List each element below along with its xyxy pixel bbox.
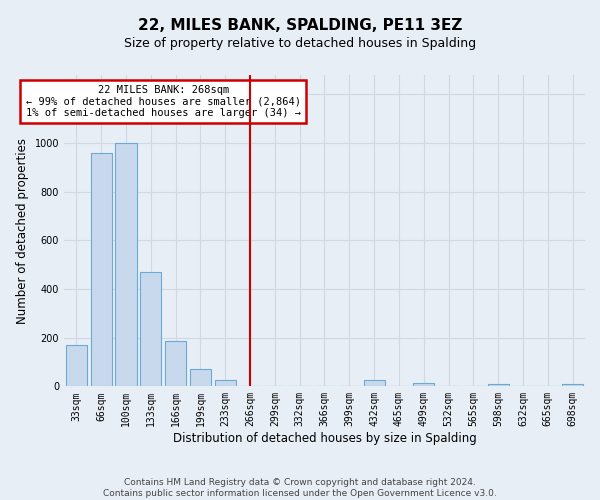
Bar (413, 382, 434, 386)
Text: 22, MILES BANK, SPALDING, PE11 3EZ: 22, MILES BANK, SPALDING, PE11 3EZ (138, 18, 462, 32)
Bar (91, 153, 112, 386)
Bar (115, 143, 137, 386)
Text: 22 MILES BANK: 268sqm
← 99% of detached houses are smaller (2,864)
1% of semi-de: 22 MILES BANK: 268sqm ← 99% of detached … (26, 84, 301, 118)
Text: Contains HM Land Registry data © Crown copyright and database right 2024.
Contai: Contains HM Land Registry data © Crown c… (103, 478, 497, 498)
Bar (190, 370, 211, 386)
Bar (562, 384, 583, 386)
Text: Size of property relative to detached houses in Spalding: Size of property relative to detached ho… (124, 38, 476, 51)
Y-axis label: Number of detached properties: Number of detached properties (16, 138, 29, 324)
Bar (364, 380, 385, 386)
Bar (66, 345, 87, 387)
Bar (165, 342, 186, 386)
Bar (215, 380, 236, 386)
Bar (140, 272, 161, 386)
Bar (488, 384, 509, 386)
X-axis label: Distribution of detached houses by size in Spalding: Distribution of detached houses by size … (173, 432, 476, 445)
